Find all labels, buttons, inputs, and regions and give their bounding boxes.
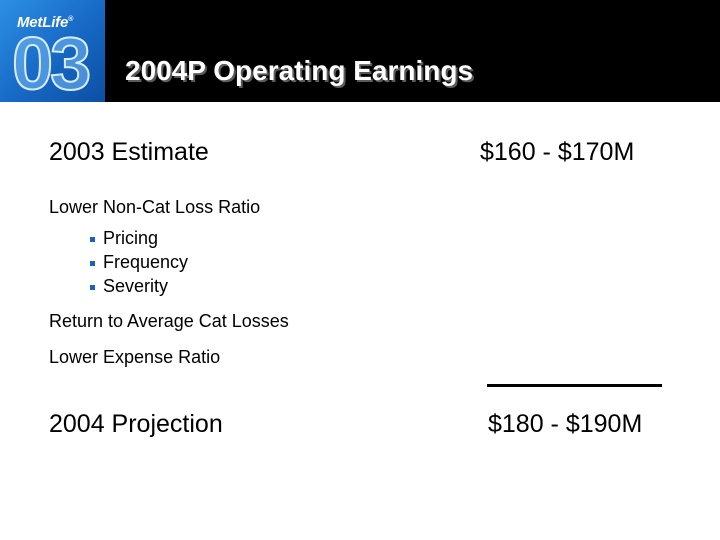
sub-item-label: Severity: [103, 275, 169, 296]
list-item: Frequency: [90, 250, 188, 274]
logo-wordmark: MetLife®: [17, 14, 74, 31]
sub-item-label: Pricing: [103, 227, 159, 248]
header-bar: [0, 0, 720, 102]
total-divider-line: [487, 384, 662, 387]
list-item: Pricing: [90, 226, 188, 250]
loss-ratio-sub-list: Pricing Frequency Severity: [90, 226, 188, 298]
expense-ratio-item: Lower Expense Ratio: [49, 347, 221, 367]
estimate-value: $160 - $170M: [480, 138, 635, 166]
loss-ratio-item: Lower Non-Cat Loss Ratio: [49, 197, 261, 217]
projection-value: $180 - $190M: [488, 410, 643, 438]
projection-label: 2004 Projection: [49, 410, 223, 438]
logo-number: 03: [11, 22, 92, 102]
square-bullet-icon: [90, 284, 95, 290]
cat-losses-item: Return to Average Cat Losses: [49, 311, 289, 331]
page-title: 2004P Operating Earnings: [125, 55, 474, 86]
list-item: Severity: [90, 274, 188, 298]
metlife-logo: MetLife® 03: [0, 0, 105, 102]
square-bullet-icon: [90, 236, 95, 242]
estimate-label: 2003 Estimate: [49, 138, 209, 166]
sub-item-label: Frequency: [103, 251, 189, 272]
square-bullet-icon: [90, 260, 95, 266]
